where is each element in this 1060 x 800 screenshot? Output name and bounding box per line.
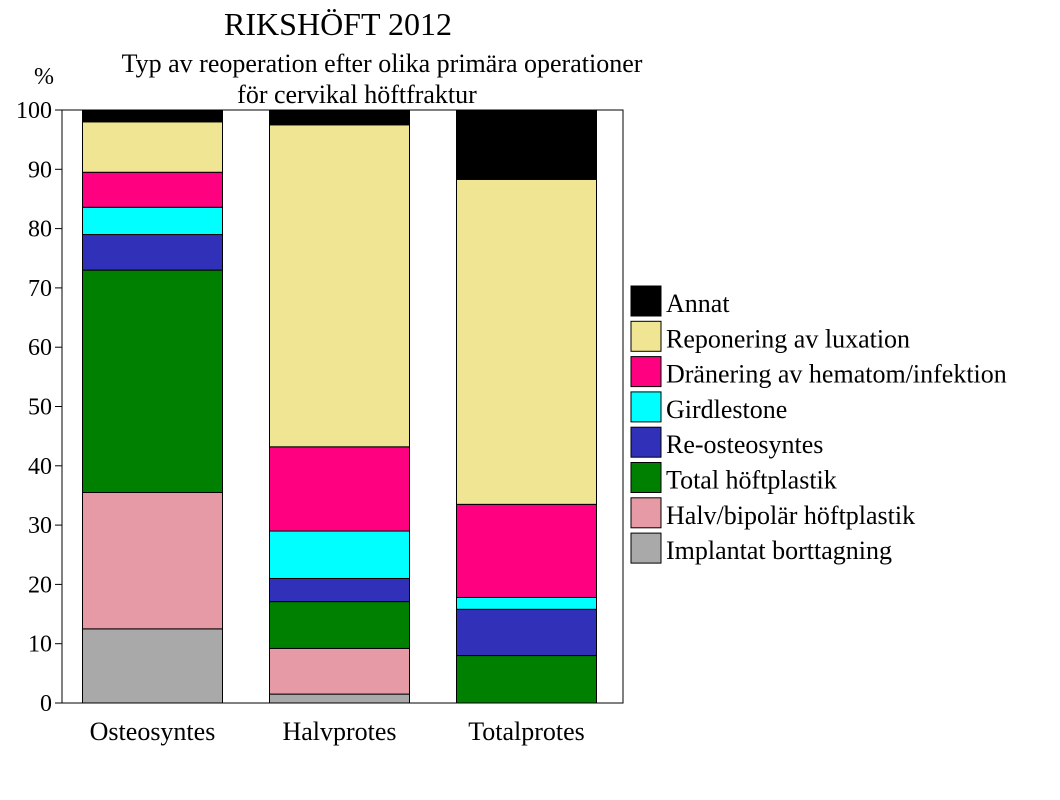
bar-segment xyxy=(269,601,410,649)
x-tick-label: Osteosyntes xyxy=(90,717,216,746)
legend-label: Dränering av hematom/infektion xyxy=(666,360,1007,389)
legend-swatch xyxy=(630,532,662,564)
y-tick-label: 80 xyxy=(28,217,52,243)
bar-segment xyxy=(82,109,223,123)
bar-segment xyxy=(82,628,223,704)
bars xyxy=(82,109,597,704)
bar-segment xyxy=(269,647,410,695)
legend: Annat Reponering av luxation Dränering av … xyxy=(630,285,1007,565)
chart-subtitle-line-2: för cervikal höftfraktur xyxy=(237,80,477,109)
legend-label: Implantat borttagning xyxy=(666,536,892,565)
bar-segment xyxy=(82,491,223,630)
y-tick-label: 0 xyxy=(40,691,52,717)
y-tick-label: 100 xyxy=(16,98,52,124)
bar-segment xyxy=(82,269,223,493)
y-tick-label: 40 xyxy=(28,454,52,480)
legend-swatch xyxy=(630,320,662,352)
bar-segment xyxy=(269,446,410,532)
y-tick-label: 10 xyxy=(28,632,52,658)
y-tick-label: 20 xyxy=(28,572,52,598)
bar-segment xyxy=(269,693,410,704)
legend-label: Re-osteosyntes xyxy=(666,430,823,459)
bar-segment xyxy=(269,577,410,603)
legend-label: Annat xyxy=(666,289,730,318)
legend-swatch xyxy=(630,426,662,458)
bar-segment xyxy=(456,178,597,505)
chart-title: RIKSHÖFT 2012 xyxy=(224,6,452,42)
legend-label: Halv/bipolär höftplastik xyxy=(666,501,915,530)
y-tick-label: 70 xyxy=(28,276,52,302)
bar-segment xyxy=(82,234,223,271)
bar-segment xyxy=(269,109,410,126)
bar-segment xyxy=(456,503,597,598)
bar-segment xyxy=(82,206,223,236)
x-axis: Osteosyntes Halvprotes Totalprotes xyxy=(90,717,585,746)
bar-segment xyxy=(82,121,223,173)
legend-swatch xyxy=(630,462,662,493)
bar-segment xyxy=(269,530,410,579)
legend-swatch xyxy=(630,356,662,388)
bar-segment xyxy=(456,655,597,704)
y-tick-label: 60 xyxy=(28,335,52,361)
bar-segment xyxy=(456,109,597,180)
x-tick-label: Halvprotes xyxy=(282,717,396,746)
y-tick-label: 90 xyxy=(28,157,52,183)
x-tick-label: Totalprotes xyxy=(468,717,585,746)
y-axis-label: % xyxy=(34,64,54,90)
legend-swatch xyxy=(630,391,662,423)
legend-label: Total höftplastik xyxy=(666,466,837,495)
y-axis: 0 10 20 30 40 50 60 70 80 90 100 xyxy=(16,98,62,717)
legend-label: Girdlestone xyxy=(666,395,787,424)
bar-segment xyxy=(456,596,597,610)
y-tick-label: 50 xyxy=(28,395,52,421)
legend-label: Reponering av luxation xyxy=(666,324,910,353)
bar-segment xyxy=(269,124,410,448)
y-tick-label: 30 xyxy=(28,513,52,539)
legend-swatch xyxy=(630,497,662,529)
bar-segment xyxy=(456,608,597,657)
legend-swatch xyxy=(630,285,662,317)
chart-subtitle-line-1: Typ av reoperation efter olika primära o… xyxy=(122,49,643,78)
bar-segment xyxy=(82,171,223,208)
